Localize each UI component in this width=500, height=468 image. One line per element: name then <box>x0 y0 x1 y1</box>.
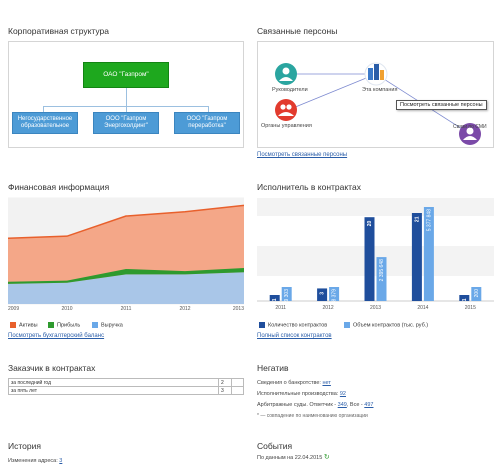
company-icon[interactable] <box>364 62 388 86</box>
table-cell-label: за пять лет <box>8 386 219 395</box>
x-tick-label: 2009 <box>8 306 19 311</box>
balance-link[interactable]: Посмотреть бухгалтерский баланс <box>8 333 105 339</box>
arbitration-row: Арбитражные суды. Ответчик - 349, Все - … <box>257 402 374 408</box>
legend-contract-volume: Объем контрактов (тыс. руб.) <box>344 322 428 328</box>
table-cell-label: за последний год <box>8 378 219 387</box>
finance-chart: 2009 2010 2011 2012 2013 <box>7 196 245 312</box>
related-persons-title: Связанные персоны <box>257 26 338 36</box>
events-date-row: По данным на 22.04.2015 ↻ <box>257 454 330 461</box>
contracts-chart: 1 29 303 2011 3 8 379 2012 20 2 395 648 2013 21 5 … <box>257 196 494 311</box>
org-connector <box>126 106 127 112</box>
table-row[interactable]: за последний год 2 <box>8 378 244 387</box>
volume-label: 8 379 <box>332 289 338 302</box>
count-label: 1 <box>462 298 468 301</box>
x-tick-label: 2015 <box>465 305 476 311</box>
legend-assets: Активы <box>10 322 38 328</box>
org-connector <box>43 106 44 112</box>
legend-profit: Прибыль <box>48 322 80 328</box>
count-label: 20 <box>367 220 373 226</box>
related-persons-panel: Руководители Органы управления Эта компа… <box>257 41 494 148</box>
x-tick-label: 2012 <box>179 306 190 311</box>
corp-structure-title: Корпоративная структура <box>8 26 109 36</box>
volume-bar <box>471 287 482 301</box>
volume-bar <box>281 287 292 301</box>
tooltip: Посмотреть связанные персоны <box>396 100 487 110</box>
enforcement-link[interactable]: 92 <box>339 391 346 397</box>
managers-icon[interactable] <box>275 63 297 85</box>
customer-table: за последний год 2 за пять лет 3 <box>8 378 244 395</box>
volume-label: 5 377 848 <box>426 209 432 231</box>
history-title: История <box>8 441 41 451</box>
x-tick-label: 2011 <box>275 305 286 311</box>
x-tick-label: 2011 <box>121 306 132 311</box>
table-cell-value: 2 <box>218 378 232 387</box>
finance-title: Финансовая информация <box>8 182 110 192</box>
table-cell-empty <box>231 378 244 387</box>
x-tick-label: 2014 <box>417 305 428 311</box>
legend-revenue: Выручка <box>92 322 123 328</box>
profit-area <box>8 267 244 284</box>
media-links-icon[interactable] <box>459 123 481 145</box>
count-label: 21 <box>414 216 420 222</box>
arbitration-total-link[interactable]: 497 <box>364 402 374 408</box>
address-changes-link[interactable]: 3 <box>59 458 63 464</box>
refresh-icon[interactable]: ↻ <box>323 454 330 461</box>
customer-title: Заказчик в контрактах <box>8 363 96 373</box>
enforcement-row: Исполнительные производства: 92 <box>257 391 346 397</box>
bankruptcy-row: Сведения о банкротстве: нет <box>257 380 331 386</box>
contracts-title: Исполнитель в контрактах <box>257 182 361 192</box>
org-root-node[interactable]: ОАО "Газпром" <box>83 62 169 88</box>
org-connector <box>208 106 209 112</box>
volume-bar <box>329 287 340 301</box>
plot-band <box>257 246 494 276</box>
count-label: 3 <box>320 292 326 295</box>
assets-line <box>7 204 245 240</box>
org-child-node[interactable]: Негосударственное образовательное <box>12 112 78 134</box>
media-links-label: Связи по СМИ <box>453 124 487 130</box>
contracts-list-link[interactable]: Полный список контрактов <box>257 333 332 339</box>
match-note: * — совпадение по наименованию организац… <box>257 413 368 419</box>
x-tick-label: 2012 <box>323 305 334 311</box>
org-connector <box>43 106 208 107</box>
finance-area-chart: 2009 2010 2011 2012 2013 <box>7 197 245 312</box>
count-label: 1 <box>272 298 278 301</box>
org-child-node[interactable]: ООО "Газпром переработка" <box>174 112 240 134</box>
related-persons-link[interactable]: Посмотреть связанные персоны <box>257 152 348 158</box>
revenue-area <box>8 272 244 304</box>
count-bar <box>317 288 328 301</box>
volume-label: 29 303 <box>284 289 290 305</box>
bankruptcy-link[interactable]: нет <box>322 380 331 386</box>
count-bar <box>459 295 470 301</box>
corp-structure-panel: ОАО "Газпром" Негосударственное образова… <box>8 41 244 148</box>
volume-bar <box>376 257 387 301</box>
legend-contract-count: Количество контрактов <box>259 322 327 328</box>
org-connector <box>126 88 127 106</box>
count-bar <box>411 213 422 301</box>
governing-bodies-icon[interactable] <box>275 99 297 121</box>
table-row[interactable]: за пять лет 3 <box>8 386 244 395</box>
x-tick-label: 2013 <box>370 305 381 311</box>
managers-label: Руководители <box>272 87 308 93</box>
x-tick-label: 2010 <box>61 306 72 311</box>
governing-bodies-label: Органы управления <box>261 123 312 129</box>
negative-title: Негатив <box>257 363 289 373</box>
events-title: События <box>257 441 293 451</box>
table-cell-value: 3 <box>218 386 232 395</box>
count-bar <box>269 295 280 301</box>
count-bar <box>364 217 375 301</box>
volume-label: 200 <box>474 289 480 298</box>
arbitration-defendant-link[interactable]: 349 <box>337 402 347 408</box>
org-child-node[interactable]: ООО "Газпром Энергохолдинг" <box>93 112 159 134</box>
volume-bar <box>423 207 434 301</box>
x-tick-label: 2013 <box>233 306 244 311</box>
plot-band <box>257 198 494 216</box>
table-cell-empty <box>231 386 244 395</box>
related-graph <box>275 62 481 145</box>
company-label: Эта компания <box>362 87 398 93</box>
volume-label: 2 395 648 <box>379 259 385 281</box>
address-changes-row: Изменения адреса: 3 <box>8 458 63 464</box>
